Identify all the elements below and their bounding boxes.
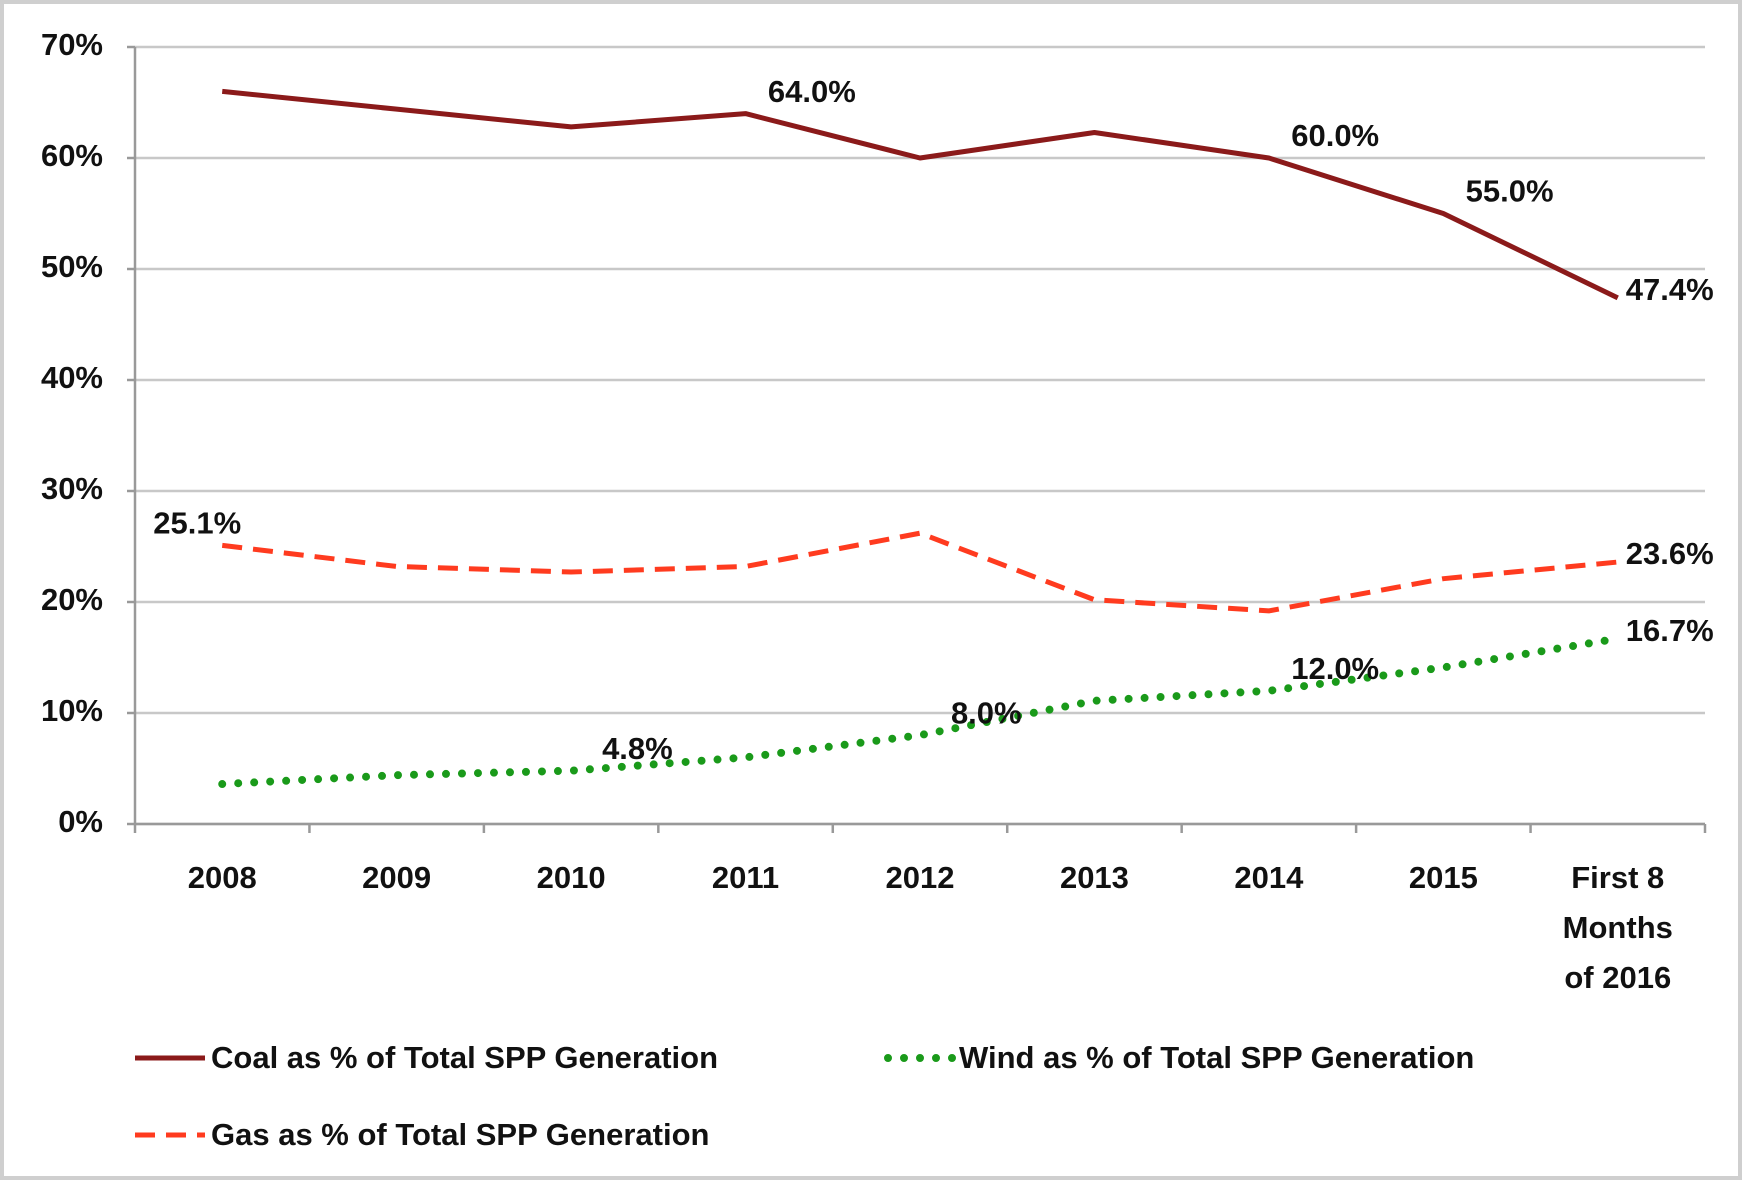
y-tick-label: 70% bbox=[41, 27, 103, 62]
data-label: 4.8% bbox=[602, 731, 673, 766]
x-tick-label: 2014 bbox=[1234, 860, 1304, 895]
data-label: 47.4% bbox=[1626, 272, 1714, 307]
x-tick-label: 2011 bbox=[712, 860, 779, 895]
x-tick-label: 2009 bbox=[362, 860, 431, 895]
series-line bbox=[221, 88, 1619, 301]
series-line bbox=[218, 634, 1622, 789]
x-tick-label: 2012 bbox=[886, 860, 955, 895]
y-tick-label: 50% bbox=[41, 249, 103, 284]
data-label: 23.6% bbox=[1626, 536, 1714, 571]
y-tick-label: 60% bbox=[41, 138, 103, 173]
x-tick-label: 2013 bbox=[1060, 860, 1129, 895]
x-tick-label: 2015 bbox=[1409, 860, 1478, 895]
data-label: 25.1% bbox=[153, 506, 241, 541]
data-label: 12.0% bbox=[1291, 651, 1379, 686]
series-line bbox=[221, 530, 1619, 614]
legend-label: Gas as % of Total SPP Generation bbox=[211, 1117, 709, 1152]
y-tick-label: 10% bbox=[41, 693, 103, 728]
y-tick-label: 0% bbox=[58, 804, 103, 839]
data-label: 8.0% bbox=[951, 695, 1022, 730]
y-tick-label: 40% bbox=[41, 360, 103, 395]
x-tick-label: 2010 bbox=[537, 860, 606, 895]
legend-label: Coal as % of Total SPP Generation bbox=[211, 1040, 718, 1075]
data-label: 55.0% bbox=[1466, 174, 1554, 209]
y-tick-label: 30% bbox=[41, 471, 103, 506]
legend-label: Wind as % of Total SPP Generation bbox=[959, 1040, 1474, 1075]
y-tick-label: 20% bbox=[41, 582, 103, 617]
data-label: 64.0% bbox=[768, 74, 856, 109]
data-label: 60.0% bbox=[1291, 118, 1379, 153]
x-tick-label: 2008 bbox=[188, 860, 257, 895]
x-tick-label: First 8 Months of 2016 bbox=[1563, 860, 1673, 995]
data-label: 16.7% bbox=[1626, 613, 1714, 648]
